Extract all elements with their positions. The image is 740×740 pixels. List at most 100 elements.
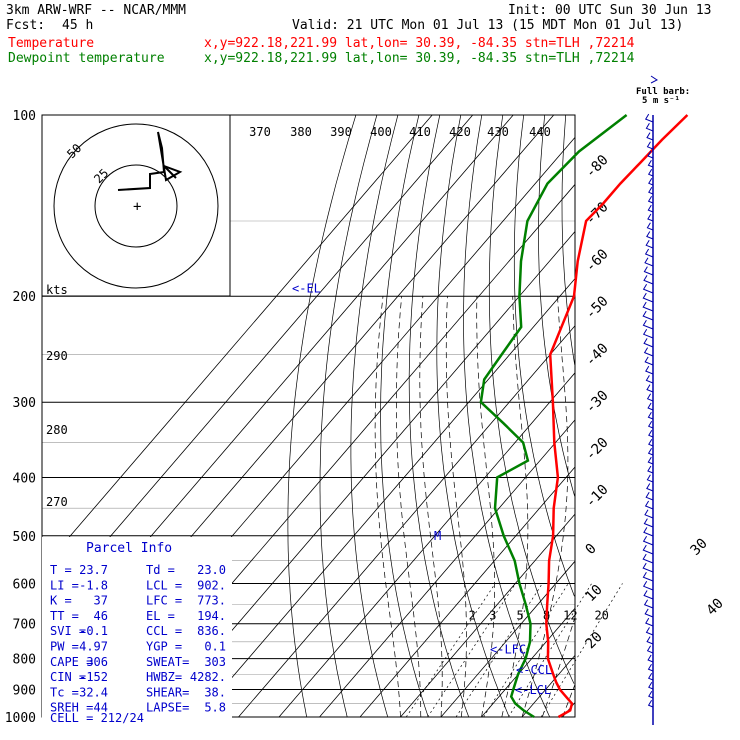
isotherm-label: -10 (583, 482, 612, 511)
mixing-ratio-line (427, 583, 516, 718)
wind-barb (643, 275, 654, 285)
wind-barb (643, 338, 654, 348)
dry-adiabat-line (380, 114, 429, 718)
isotherm-line (238, 325, 576, 718)
wind-barb (647, 213, 654, 222)
parcel-info-field: 902. (197, 578, 226, 592)
parcel-info-field: SVI = (50, 624, 86, 638)
dry-adiabat-line (350, 114, 399, 718)
parcel-info-field: 4.97 (79, 640, 108, 654)
isotherm-label: -80 (583, 152, 612, 181)
parcel-info-cell: CELL = 212/24 (50, 711, 144, 725)
parcel-info-field: 44 (94, 701, 108, 715)
parcel-info-field: 23.0 (197, 563, 226, 577)
parcel-info-field: YGP = (146, 640, 182, 654)
parcel-info-field: 23.7 (79, 563, 108, 577)
wind-barb (644, 356, 654, 366)
hodograph-ring-inner (94, 164, 178, 248)
isobar-label: 500 (13, 530, 36, 545)
parcel-info-field: LI = (50, 578, 79, 592)
valid-time: Valid: 21 UTC Mon 01 Jul 13 (15 MDT Mon … (292, 18, 683, 33)
parcel-info-field: SWEAT= (146, 655, 189, 669)
moist-adiabat-line (419, 296, 443, 718)
moist-adiabat-line (562, 684, 576, 718)
dry-adiabat-line (561, 114, 576, 365)
wind-barb (643, 527, 654, 537)
wind-barb (647, 465, 654, 474)
isotherm-label: -60 (583, 246, 612, 275)
isobar-label: 900 (13, 683, 36, 698)
isotherm-line (400, 513, 576, 718)
skewt-grid: 1002003004005006007008009001000-80-70-60… (5, 109, 727, 726)
moist-adiabat-line (476, 296, 495, 718)
wind-barb (644, 257, 654, 267)
wind-barb (646, 132, 654, 141)
wind-barb (646, 636, 654, 645)
wind-barb (647, 456, 654, 465)
isobar-label: 200 (13, 290, 36, 305)
parcel-info-field: 5.8 (204, 701, 226, 715)
hodograph-ring-outer (53, 123, 219, 289)
isobar-label: 600 (13, 577, 36, 592)
wind-barb (642, 544, 654, 555)
wind-barb (642, 581, 654, 591)
isotherm-label: -50 (583, 293, 612, 322)
mixing-ratio-line (455, 583, 543, 718)
wind-barb (648, 439, 654, 447)
sounding-profiles (479, 114, 689, 719)
parcel-info-field: CIN = (50, 670, 86, 684)
model-title: 3km ARW-WRF -- NCAR/MMM (6, 3, 186, 18)
annotation-ccl: <-CCL (516, 663, 552, 677)
legend-dewpoint-info: x,y=922.18,221.99 lat,lon= 30.39, -84.35… (204, 51, 635, 66)
dry-adiabat-line (463, 114, 551, 718)
mixing-ratio-label: 5 (517, 609, 524, 623)
parcel-info-field: LFC = (146, 594, 182, 608)
wind-barb (648, 682, 654, 690)
isotherm-label: 30 (688, 536, 711, 559)
wind-legend-label: Full barb: (636, 87, 690, 97)
hodograph-center-marker: + (133, 199, 141, 215)
wind-barb (646, 483, 654, 492)
wind-barb (646, 384, 654, 393)
moist-adiabat-line (501, 296, 529, 718)
parcel-info-field: CCL = (146, 624, 182, 638)
parcel-info-field: 38. (204, 685, 226, 699)
level-annotations: <-EL M <-LFC <-CCL <-LCL (292, 281, 552, 697)
moist-adiabat-line (521, 296, 569, 718)
wind-barb (648, 430, 654, 438)
mixing-ratio-line (483, 583, 569, 718)
isobar-label: 400 (13, 471, 36, 486)
isobar-label: 300 (13, 396, 36, 411)
wind-barb (644, 500, 654, 510)
moist-adiabat-line (374, 296, 401, 718)
parcel-info-field: -152 (79, 670, 108, 684)
hodograph-trace (117, 131, 183, 191)
parcel-info-field: 4282. (190, 670, 226, 684)
wind-barb (644, 113, 654, 123)
wind-barb (647, 654, 654, 663)
parcel-info-field: Tc = (50, 685, 79, 699)
theta-label: 420 (449, 125, 471, 139)
theta-label: 410 (409, 125, 431, 139)
parcel-info-field: SREH = (50, 701, 93, 715)
wind-barb (645, 240, 654, 249)
hodograph-frame (41, 114, 231, 297)
wind-barb (643, 347, 654, 357)
annotation-lcl: <-LCL (515, 683, 551, 697)
theta-label: 380 (290, 125, 312, 139)
dry-adiabat-line (538, 114, 576, 497)
isobar-label: 700 (13, 618, 36, 633)
wind-barb (647, 447, 654, 456)
moist-adiabat-line (541, 617, 576, 718)
mixing-ratio-label: 12 (563, 609, 577, 623)
isobar-label: 800 (13, 653, 36, 668)
wind-barb (646, 231, 654, 240)
wind-barb (647, 663, 654, 672)
temperature-profile (545, 114, 689, 719)
isotherm-line (41, 114, 433, 570)
wind-barb (645, 492, 654, 501)
parcel-info-field: PW = (50, 640, 79, 654)
isotherm-label: 0 (583, 541, 600, 558)
wind-barb (642, 301, 654, 312)
